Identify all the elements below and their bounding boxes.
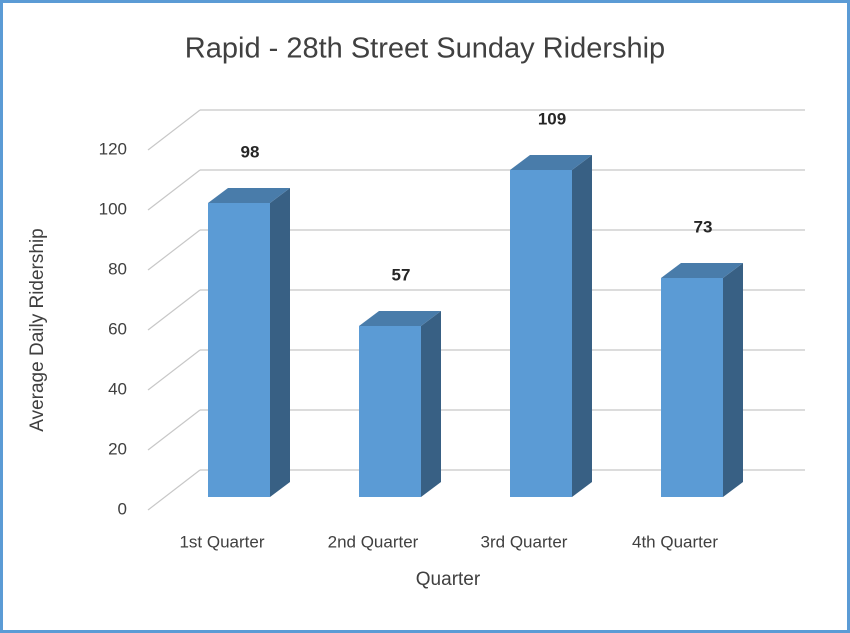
bar-top bbox=[359, 311, 441, 326]
grid-line bbox=[147, 229, 201, 271]
y-tick-label: 60 bbox=[108, 319, 127, 338]
grid-line bbox=[147, 109, 201, 151]
bar-top bbox=[661, 263, 743, 278]
y-tick-label: 0 bbox=[118, 499, 127, 518]
bar bbox=[208, 203, 270, 497]
y-tick-label: 20 bbox=[108, 439, 127, 458]
chart-title: Rapid - 28th Street Sunday Ridership bbox=[185, 33, 665, 65]
bar-side bbox=[421, 311, 441, 497]
x-axis-title: Quarter bbox=[416, 569, 481, 590]
bar-side bbox=[270, 188, 290, 497]
grid-line bbox=[147, 349, 201, 391]
x-tick-label: 2nd Quarter bbox=[328, 532, 419, 551]
bar bbox=[510, 170, 572, 497]
y-axis-title: Average Daily Ridership bbox=[27, 228, 48, 431]
data-label: 73 bbox=[694, 217, 713, 236]
grid-line bbox=[147, 409, 201, 451]
bar-top bbox=[208, 188, 290, 203]
x-tick-label: 3rd Quarter bbox=[481, 532, 568, 551]
data-label: 109 bbox=[538, 109, 566, 128]
y-tick-label: 100 bbox=[99, 199, 127, 218]
y-tick-label: 40 bbox=[108, 379, 127, 398]
y-tick-label: 120 bbox=[99, 139, 127, 158]
y-tick-label: 80 bbox=[108, 259, 127, 278]
bar bbox=[661, 278, 723, 497]
data-label: 57 bbox=[392, 265, 411, 284]
grid-line bbox=[147, 289, 201, 331]
x-tick-label: 4th Quarter bbox=[632, 532, 718, 551]
grid-line bbox=[147, 169, 201, 211]
grid-line bbox=[147, 469, 201, 511]
bar bbox=[359, 326, 421, 497]
x-tick-label: 1st Quarter bbox=[179, 532, 264, 551]
bar-top bbox=[510, 155, 592, 170]
bar-side bbox=[723, 263, 743, 497]
data-label: 98 bbox=[241, 142, 260, 161]
bar-side bbox=[572, 155, 592, 497]
